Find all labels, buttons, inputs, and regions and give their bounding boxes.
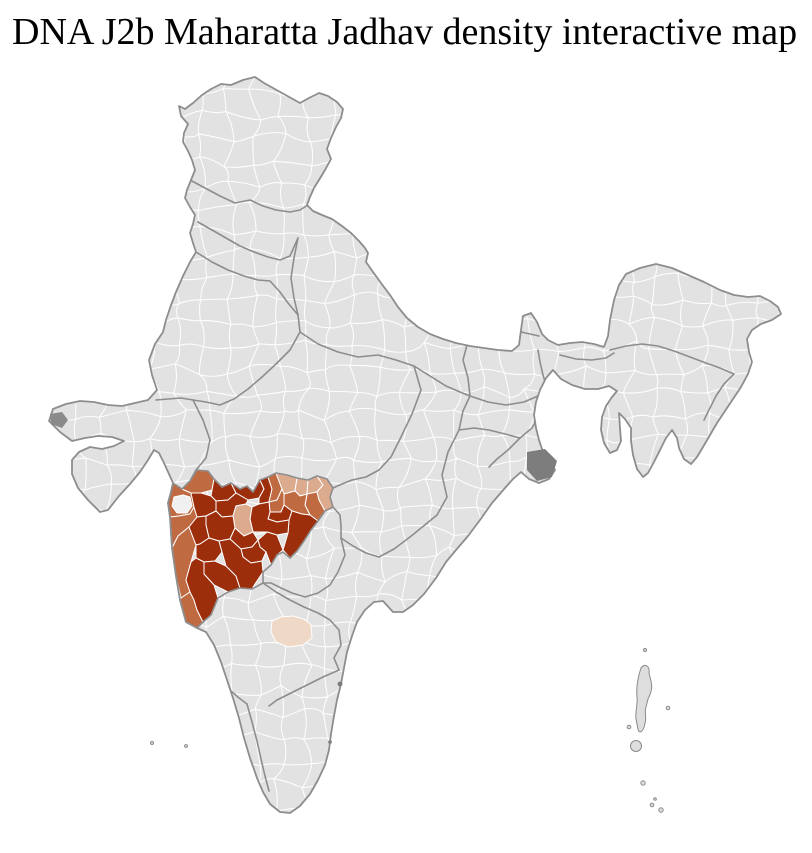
page-title: DNA J2b Maharatta Jadhav density interac… <box>12 11 798 53</box>
island-dot <box>184 744 188 748</box>
island-dot <box>640 780 646 786</box>
state-border-line <box>189 179 309 213</box>
coastal-city-patch <box>337 681 343 687</box>
state-border-line <box>340 523 427 558</box>
state-border-line <box>246 703 270 792</box>
state-border-line <box>703 373 735 421</box>
state-border-line <box>230 690 248 705</box>
state-border-line <box>299 331 471 397</box>
island <box>630 740 642 752</box>
state-border-line <box>488 437 521 468</box>
state-border-line <box>458 427 521 439</box>
island-dot <box>150 741 154 745</box>
district-ka-01[interactable] <box>270 615 313 648</box>
state-border-line <box>520 331 540 337</box>
state-border-line <box>155 397 194 401</box>
andaman-nicobar-islands <box>626 648 671 813</box>
district-mh-32[interactable] <box>218 538 264 590</box>
andaman-main-island <box>635 665 653 733</box>
state-border-line <box>332 506 342 539</box>
district-mh-02[interactable] <box>171 494 193 514</box>
island-dot <box>643 648 647 652</box>
india-landmass <box>49 77 781 813</box>
island-dot <box>626 724 632 730</box>
state-border-line <box>458 395 471 431</box>
lakshadweep-islands <box>150 741 188 748</box>
state-border-line <box>195 251 299 316</box>
state-border-line <box>462 340 471 397</box>
island-dot <box>653 797 657 801</box>
state-border-line <box>290 237 299 316</box>
state-border-line <box>559 352 615 361</box>
island-dot <box>658 807 664 813</box>
sundarbans-delta-patch <box>527 449 557 481</box>
state-border-line <box>262 537 346 598</box>
density-districts-layer <box>167 469 334 648</box>
state-border-line <box>425 429 460 525</box>
state-border-line <box>332 365 422 489</box>
state-border-line <box>197 221 299 261</box>
island-dot <box>665 705 671 711</box>
kutch-creek-patch <box>50 412 68 428</box>
state-border-line <box>609 343 735 375</box>
island-dot <box>649 802 655 808</box>
state-border-line <box>192 314 301 406</box>
state-border-line <box>268 669 340 707</box>
coastal-city-patch <box>328 740 332 744</box>
state-border-line <box>262 582 342 671</box>
